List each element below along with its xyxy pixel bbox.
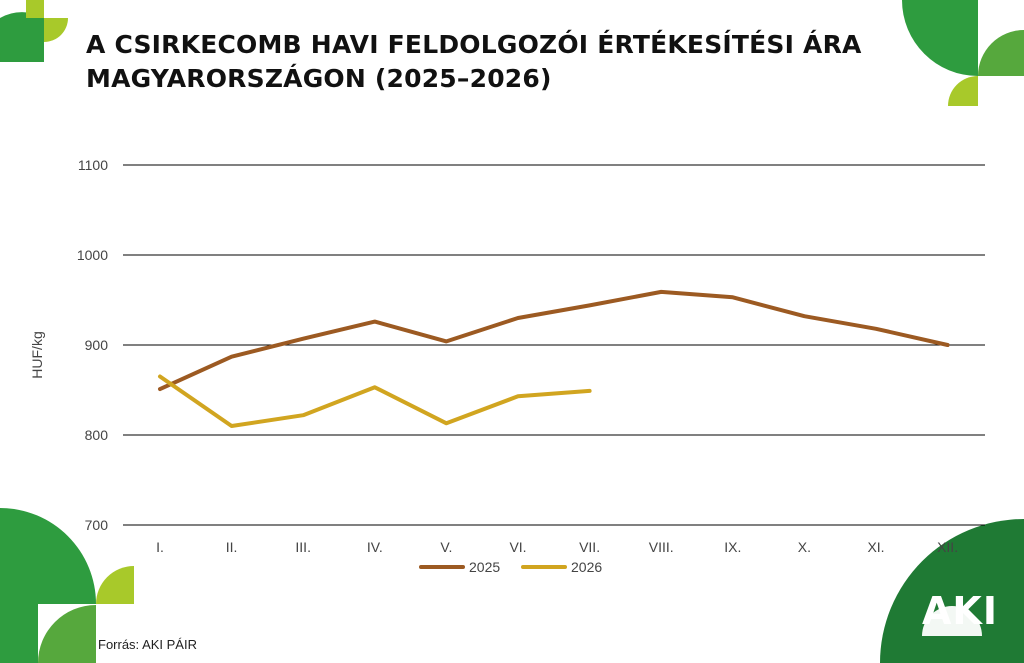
x-tick-label-9: IX. (724, 539, 741, 555)
y-tick-label-700: 700 (85, 517, 109, 533)
y-tick-label-1100: 1100 (78, 157, 108, 173)
x-tick-label-2: II. (226, 539, 238, 555)
bottom-left-mid-leaf (38, 605, 96, 663)
top-right-mid-leaf (978, 30, 1024, 76)
bottom-left-quarter-circle (0, 508, 96, 604)
bottom-right-quarter-circle (880, 519, 1024, 663)
bottom-left-lime-leaf (96, 566, 134, 604)
source-note: Forrás: AKI PÁIR (98, 637, 197, 652)
x-tick-label-6: VI. (509, 539, 526, 555)
x-tick-label-11: XI. (867, 539, 884, 555)
x-tick-label-1: I. (156, 539, 164, 555)
top-left-lime-curve (44, 18, 68, 42)
series-line-2025 (158, 289, 950, 392)
top-right-lime-leaf (948, 76, 978, 106)
page-title-line1: A CSIRKECOMB HAVI FELDOLGOZÓI ÉRTÉKESÍTÉ… (86, 30, 862, 59)
aki-logo-text: AKI (922, 589, 998, 633)
y-axis-label: HUF/kg (29, 331, 45, 378)
x-tick-label-8: VIII. (649, 539, 674, 555)
x-tick-label-5: V. (440, 539, 452, 555)
x-tick-label-3: III. (295, 539, 311, 555)
top-left-leaf-large (0, 18, 44, 62)
bottom-left-dark-block (0, 604, 38, 663)
x-tick-label-4: IV. (367, 539, 383, 555)
top-left-lime-block (26, 0, 44, 18)
top-right-leaf-shape (902, 0, 978, 76)
x-tick-label-10: X. (798, 539, 811, 555)
series-line-2026 (158, 374, 592, 428)
legend-label-2025: 2025 (469, 559, 500, 575)
aki-logo-icon (922, 606, 982, 636)
y-tick-label-800: 800 (85, 427, 109, 443)
x-tick-label-12: XII. (937, 539, 958, 555)
x-tick-label-7: VII. (579, 539, 600, 555)
page-title: A CSIRKECOMB HAVI FELDOLGOZÓI ÉRTÉKESÍTÉ… (86, 28, 906, 96)
page-title-line2: MAGYARORSZÁGON (2025–2026) (86, 64, 552, 93)
y-tick-label-900: 900 (85, 337, 109, 353)
y-tick-label-1000: 1000 (77, 247, 108, 263)
legend-label-2026: 2026 (571, 559, 602, 575)
